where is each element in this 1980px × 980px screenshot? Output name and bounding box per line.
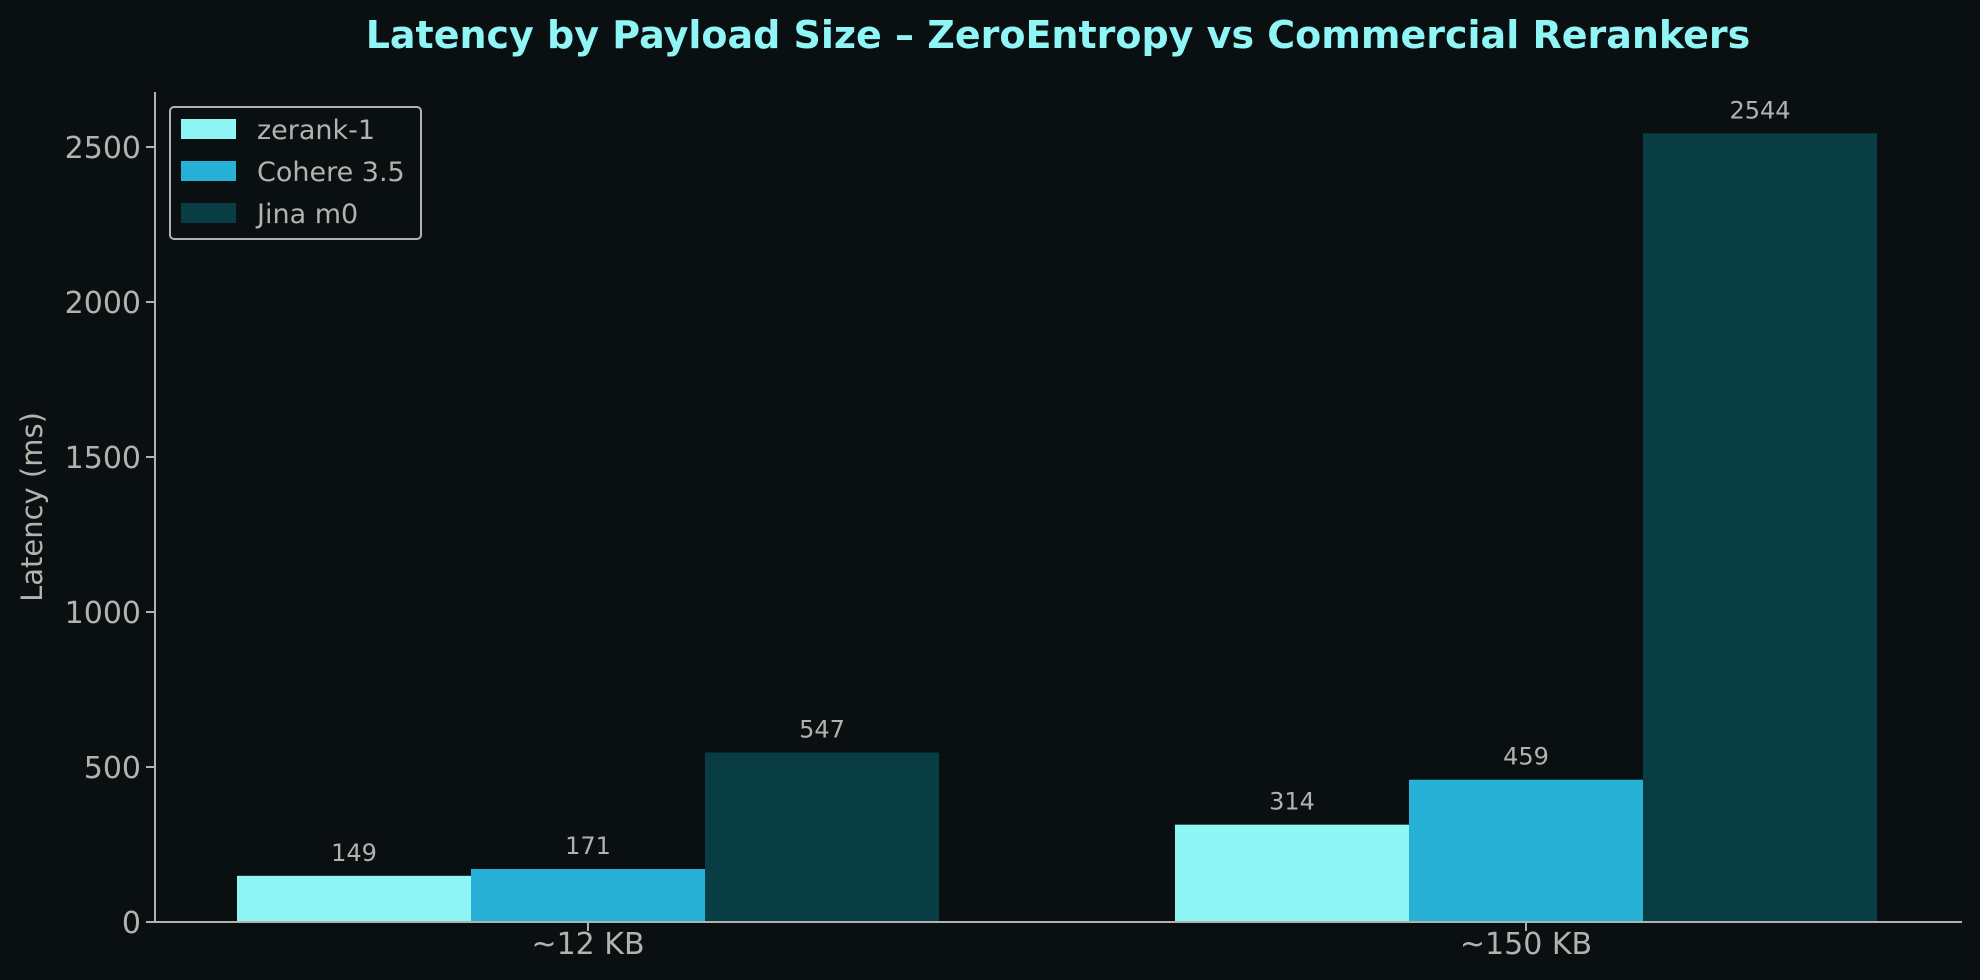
y-tick-label: 500 [84, 751, 141, 786]
bars-layer [237, 133, 1877, 923]
legend-label-jina-m0: Jina m0 [255, 199, 358, 230]
value-labels-layer: 149 171 547 314 459 2544 [331, 96, 1790, 866]
y-tick-label: 1500 [65, 441, 141, 476]
bar-jina-m0-2 [1643, 133, 1877, 923]
bar-cohere-3-5-1 [471, 868, 705, 922]
y-tick-label: 2000 [65, 286, 141, 321]
legend-label-zerank-1: zerank-1 [257, 115, 375, 146]
data-label-cohere-3-5-2: 459 [1503, 743, 1549, 771]
legend-swatch-zerank-1 [181, 119, 236, 139]
y-tick-label: 1000 [65, 596, 141, 631]
axes-layer [154, 92, 1962, 923]
bar-zerank-1-1 [237, 875, 471, 922]
chart-title: Latency by Payload Size – ZeroEntropy vs… [366, 13, 1751, 57]
data-label-zerank-1-1: 149 [331, 839, 377, 867]
legend: zerank-1 Cohere 3.5 Jina m0 [169, 106, 422, 240]
y-tick-label: 2500 [65, 131, 141, 166]
x-tick-label: ~12 KB [531, 927, 644, 962]
bar-cohere-3-5-2 [1409, 779, 1643, 922]
y-ticks-layer: 0 500 1000 1500 2000 2500 [65, 131, 155, 941]
y-axis-label: Latency (ms) [15, 412, 49, 602]
legend-items: zerank-1 Cohere 3.5 Jina m0 [181, 115, 405, 230]
bar-zerank-1-2 [1175, 824, 1409, 922]
x-ticks-layer: ~12 KB ~150 KB [531, 922, 1592, 962]
legend-swatch-jina-m0 [181, 203, 236, 223]
y-tick-label: 0 [122, 906, 141, 941]
legend-swatch-cohere-3-5 [181, 161, 236, 181]
data-label-jina-m0-2: 2544 [1729, 96, 1790, 124]
data-label-cohere-3-5-1: 171 [565, 832, 611, 860]
x-tick-label: ~150 KB [1460, 927, 1592, 962]
legend-label-cohere-3-5: Cohere 3.5 [257, 157, 405, 188]
bar-jina-m0-1 [705, 752, 939, 922]
data-label-jina-m0-1: 547 [799, 715, 845, 743]
data-label-zerank-1-2: 314 [1269, 788, 1315, 816]
